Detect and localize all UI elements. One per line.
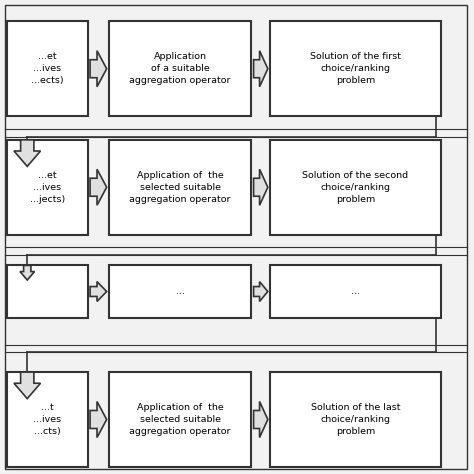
FancyBboxPatch shape [109,265,251,318]
Polygon shape [90,282,107,301]
Polygon shape [90,401,107,438]
Text: Solution of the second
choice/ranking
problem: Solution of the second choice/ranking pr… [302,171,409,203]
Polygon shape [14,140,41,166]
Text: Solution of the first
choice/ranking
problem: Solution of the first choice/ranking pro… [310,53,401,85]
FancyBboxPatch shape [7,265,88,318]
Polygon shape [14,372,41,399]
FancyBboxPatch shape [7,372,88,467]
FancyBboxPatch shape [109,140,251,235]
Text: ...t
...ives
...cts): ...t ...ives ...cts) [33,403,62,436]
Text: ...: ... [351,287,360,296]
Polygon shape [254,282,268,301]
Polygon shape [20,265,35,280]
Polygon shape [254,401,268,438]
Text: ...et
...ives
...jects): ...et ...ives ...jects) [30,171,65,203]
Text: Application
of a suitable
aggregation operator: Application of a suitable aggregation op… [129,53,231,85]
Text: Solution of the last
choice/ranking
problem: Solution of the last choice/ranking prob… [311,403,400,436]
FancyBboxPatch shape [7,21,88,116]
Polygon shape [254,169,268,205]
FancyBboxPatch shape [270,140,441,235]
Text: ...et
...ives
...ects): ...et ...ives ...ects) [31,53,64,85]
Polygon shape [90,169,107,205]
Text: Application of  the
selected suitable
aggregation operator: Application of the selected suitable agg… [129,171,231,203]
FancyBboxPatch shape [109,21,251,116]
FancyBboxPatch shape [7,140,88,235]
FancyBboxPatch shape [270,21,441,116]
FancyBboxPatch shape [270,265,441,318]
Polygon shape [90,51,107,87]
Text: Application of  the
selected suitable
aggregation operator: Application of the selected suitable agg… [129,403,231,436]
Text: ...: ... [176,287,184,296]
FancyBboxPatch shape [109,372,251,467]
FancyBboxPatch shape [270,372,441,467]
Polygon shape [254,51,268,87]
